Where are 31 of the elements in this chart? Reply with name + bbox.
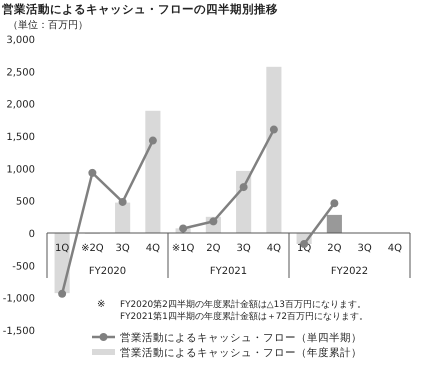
annotation: FY2021: [210, 266, 248, 277]
x-tick-label: 3Q: [358, 243, 372, 254]
y-axis-title: （単位：百万円）: [8, 19, 88, 31]
y-tick-label: 0: [28, 229, 35, 240]
annotation: FY2020第2四半期の年度累計金額は△13百万円になります。: [120, 299, 366, 310]
legend-label: 営業活動によるキャッシュ・フロー（単四半期）: [120, 331, 362, 344]
annotation: ※: [97, 299, 106, 310]
x-tick-label: ※1Q: [172, 243, 195, 254]
y-tick-label: 2,500: [6, 67, 35, 78]
legend-label: 営業活動によるキャッシュ・フロー（年度累計）: [120, 346, 362, 359]
y-tick-label: 3,000: [6, 35, 35, 46]
x-tick-label: 4Q: [146, 243, 160, 254]
y-tick-label: -1,000: [2, 294, 35, 305]
x-tick-label: 3Q: [236, 243, 251, 254]
y-tick-label: -1,500: [2, 326, 35, 337]
y-tick-label: 2,000: [6, 100, 35, 111]
x-tick-label: 3Q: [116, 243, 130, 254]
x-tick-label: 4Q: [266, 243, 282, 254]
annotation: FY2021第1四半期の年度累計金額は＋72百万円になります。: [120, 311, 368, 322]
annotation: FY2022: [330, 266, 368, 277]
y-tick-label: -500: [12, 261, 35, 272]
y-tick-label: 1,000: [6, 164, 35, 176]
y-tick-label: 1,500: [6, 132, 35, 143]
chart-title: 営業活動によるキャッシュ・フローの四半期別推移: [2, 2, 278, 16]
x-tick-label: ※2Q: [81, 243, 104, 254]
x-tick-label: 2Q: [327, 243, 342, 254]
x-tick-label: 2Q: [206, 243, 221, 254]
x-tick-label: 1Q: [55, 243, 70, 254]
annotation: FY2020: [88, 266, 126, 277]
y-tick-label: 500: [16, 196, 35, 208]
x-tick-label: 4Q: [388, 243, 402, 254]
